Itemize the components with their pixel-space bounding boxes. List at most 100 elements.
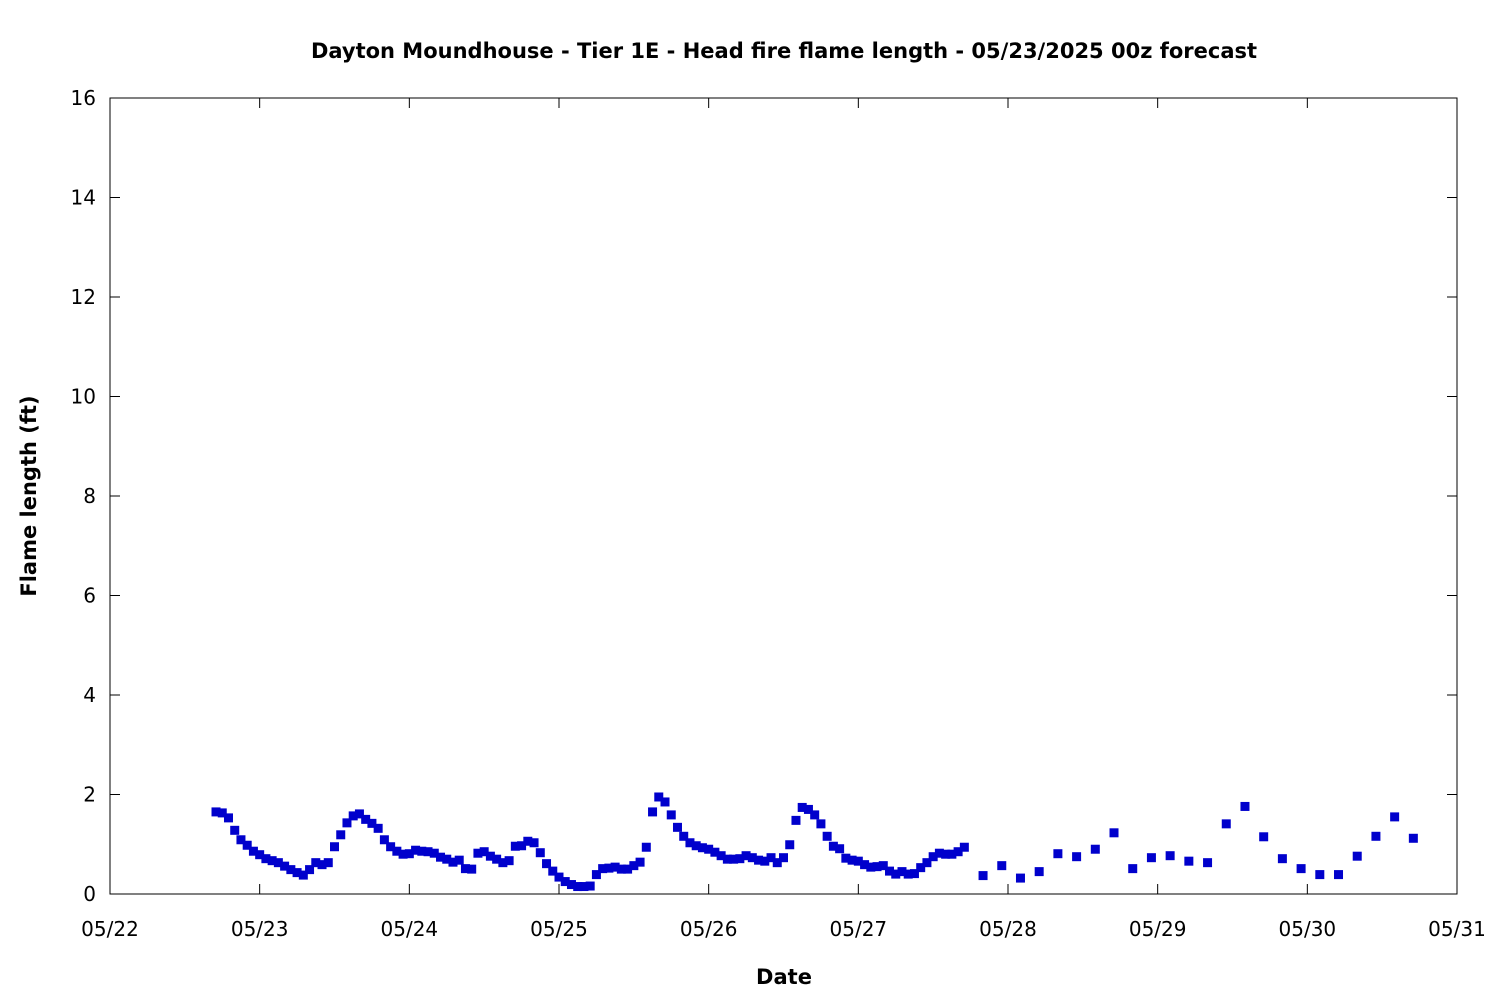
ticks-group: 0 2 4 6 8 10 12 14 16 05/22 05/23 05/24 05/25 05/26 05…: [71, 86, 1486, 941]
y-tick-label: 10: [71, 385, 96, 409]
data-point: [922, 858, 932, 868]
data-point: [361, 814, 371, 824]
data-point: [679, 831, 689, 841]
data-point: [317, 860, 327, 870]
data-point: [604, 863, 614, 873]
data-point: [429, 848, 439, 858]
data-point: [903, 869, 913, 879]
data-point: [735, 854, 745, 864]
x-tick-label: 05/23: [231, 917, 289, 941]
data-point: [691, 841, 701, 851]
data-point: [554, 872, 564, 882]
data-point: [660, 797, 670, 807]
data-point: [710, 847, 720, 857]
data-point: [467, 864, 477, 874]
data-point: [485, 851, 495, 861]
x-axis-label: Date: [756, 965, 812, 989]
data-point: [779, 853, 788, 863]
data-point: [273, 858, 283, 868]
data-point: [398, 849, 408, 859]
data-point: [885, 866, 895, 876]
data-point: [1053, 849, 1063, 859]
y-axis-label: Flame length (ft): [17, 395, 41, 596]
data-point: [479, 847, 489, 857]
data-point: [891, 869, 901, 879]
data-point: [436, 852, 446, 862]
data-point: [236, 835, 246, 845]
data-point: [791, 815, 801, 825]
data-point: [866, 862, 876, 872]
data-point: [1015, 873, 1025, 883]
data-point: [473, 848, 483, 858]
data-point: [916, 863, 926, 873]
data-point: [997, 861, 1007, 871]
plot-area: [109, 97, 1458, 895]
data-point: [1128, 864, 1138, 874]
data-point: [292, 868, 302, 878]
data-point: [1334, 870, 1344, 880]
data-point: [542, 859, 552, 869]
data-point: [573, 882, 583, 892]
data-point: [1184, 856, 1194, 866]
x-tick-label: 05/26: [680, 917, 738, 941]
x-tick-label: 05/25: [530, 917, 588, 941]
data-point: [591, 870, 601, 880]
data-point: [286, 865, 296, 875]
data-point: [766, 853, 776, 863]
data-point: [803, 804, 813, 814]
data-point: [230, 825, 240, 835]
x-tick-label: 05/27: [830, 917, 888, 941]
data-point: [267, 856, 277, 866]
data-point: [822, 831, 832, 841]
data-point: [460, 864, 470, 874]
data-point: [959, 842, 969, 852]
data-point: [442, 854, 452, 864]
data-point: [934, 848, 944, 858]
data-point: [754, 855, 764, 865]
data-point: [1090, 844, 1100, 854]
data-point: [629, 861, 639, 871]
data-point: [255, 850, 265, 860]
y-tick-label: 12: [71, 285, 96, 309]
data-point: [747, 853, 757, 863]
data-point: [716, 851, 726, 861]
data-point: [785, 840, 795, 850]
data-point: [1146, 853, 1156, 863]
data-point: [261, 854, 271, 864]
y-tick-label: 4: [83, 683, 96, 707]
data-point: [242, 840, 252, 850]
data-point: [342, 818, 352, 828]
data-point: [354, 809, 364, 819]
y-tick-label: 8: [83, 484, 96, 508]
data-point: [1390, 812, 1400, 822]
data-point: [1203, 858, 1213, 868]
data-point: [1315, 870, 1325, 880]
data-point: [797, 802, 807, 812]
data-point: [248, 846, 258, 856]
data-point: [847, 855, 857, 865]
data-point: [828, 841, 838, 851]
data-point: [760, 856, 770, 866]
data-point: [1221, 819, 1231, 829]
data-point: [529, 838, 539, 848]
data-point: [909, 869, 919, 879]
data-point: [878, 861, 888, 871]
data-point: [872, 862, 882, 872]
data-point: [311, 858, 321, 868]
data-point: [454, 855, 464, 865]
data-point: [1277, 854, 1287, 864]
data-point: [504, 856, 514, 866]
data-point: [598, 864, 608, 874]
data-point: [348, 811, 358, 821]
data-point: [517, 841, 527, 851]
data-point: [897, 867, 907, 877]
data-point: [423, 847, 433, 857]
data-point: [666, 810, 676, 820]
data-point: [367, 818, 377, 828]
data-point: [853, 856, 863, 866]
data-point: [411, 845, 421, 855]
data-point: [722, 854, 732, 864]
data-point: [654, 792, 664, 802]
data-point: [417, 846, 427, 856]
data-point: [523, 836, 533, 846]
